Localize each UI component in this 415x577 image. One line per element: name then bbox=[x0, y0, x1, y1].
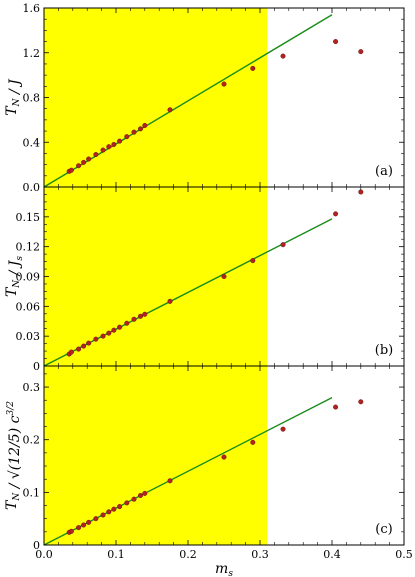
x-tick-label: 0.4 bbox=[323, 548, 341, 561]
y-tick-label: 0.09 bbox=[16, 271, 41, 284]
data-point bbox=[106, 509, 112, 515]
x-tick-label: 0.5 bbox=[395, 548, 413, 561]
data-point bbox=[111, 506, 117, 512]
x-tick-label: 0.2 bbox=[179, 548, 197, 561]
y-tick-label: 0.2 bbox=[23, 434, 41, 447]
data-point bbox=[86, 519, 92, 525]
data-point bbox=[106, 330, 112, 336]
data-point bbox=[124, 500, 130, 506]
y-tick-label: 0.0 bbox=[23, 181, 41, 194]
fit-line bbox=[43, 14, 333, 188]
x-tick-label: 0.3 bbox=[251, 548, 269, 561]
data-point bbox=[131, 129, 137, 135]
data-point bbox=[86, 156, 92, 162]
data-point bbox=[250, 65, 256, 71]
data-point bbox=[100, 333, 106, 339]
y-tick-label: 0.12 bbox=[16, 241, 41, 254]
y-tick-label: 0 bbox=[33, 539, 40, 552]
data-point bbox=[100, 512, 106, 518]
data-point bbox=[111, 141, 117, 147]
y-axis-label: TN / Js bbox=[4, 256, 25, 297]
x-tick-label: 0.0 bbox=[35, 548, 53, 561]
data-point bbox=[81, 159, 87, 165]
data-point bbox=[117, 138, 123, 144]
data-point bbox=[221, 454, 227, 460]
y-tick-label: 0 bbox=[33, 360, 40, 373]
data-point bbox=[106, 144, 112, 150]
panel-c: 0 0.1 0.2 0.3 0.0 0.1 0.2 0.3 0.4 0.5(c) TN / √(12… bbox=[4, 365, 413, 577]
data-point bbox=[81, 522, 87, 528]
panel-label: (c) bbox=[375, 522, 392, 537]
data-point bbox=[93, 516, 99, 522]
data-point bbox=[250, 439, 256, 445]
y-tick-label: 1.2 bbox=[23, 47, 41, 60]
y-tick-label: 0.06 bbox=[16, 300, 41, 313]
data-point bbox=[137, 313, 143, 319]
data-point bbox=[167, 298, 173, 304]
data-point bbox=[93, 336, 99, 342]
data-point bbox=[68, 167, 74, 173]
data-point bbox=[142, 122, 148, 128]
data-point bbox=[124, 134, 130, 140]
data-point bbox=[333, 211, 339, 217]
y-tick-label: 0.03 bbox=[16, 330, 41, 343]
panel-b: 0 0.03 0.06 0.09 0.12 0.15 (b) TN / Js bbox=[4, 186, 405, 373]
data-point bbox=[137, 126, 143, 132]
data-point bbox=[81, 343, 87, 349]
plot-frame bbox=[43, 365, 405, 546]
data-point bbox=[280, 242, 286, 248]
panel-label: (b) bbox=[375, 343, 393, 358]
fit-line bbox=[43, 396, 333, 546]
y-tick-label: 0.3 bbox=[23, 381, 41, 394]
data-point bbox=[280, 53, 286, 59]
data-point bbox=[117, 324, 123, 330]
data-point bbox=[117, 504, 123, 510]
data-point bbox=[333, 404, 339, 410]
y-tick-label: 0.4 bbox=[23, 136, 41, 149]
data-point bbox=[124, 320, 130, 326]
data-point bbox=[100, 147, 106, 153]
shaded-region bbox=[44, 366, 268, 545]
data-point bbox=[86, 340, 92, 346]
data-point bbox=[131, 316, 137, 322]
data-point bbox=[280, 426, 286, 432]
data-point bbox=[221, 81, 227, 87]
panel-a: 0.0 0.4 0.8 1.2 1.6 (a) TN / J bbox=[4, 2, 405, 194]
data-point bbox=[358, 399, 364, 405]
shaded-region bbox=[44, 8, 268, 187]
y-tick-label: 0.15 bbox=[16, 211, 41, 224]
data-point bbox=[250, 258, 256, 264]
data-point bbox=[137, 493, 143, 499]
y-tick-label: 1.6 bbox=[23, 2, 41, 15]
data-point bbox=[333, 39, 339, 45]
data-point bbox=[358, 189, 364, 195]
data-point bbox=[68, 349, 74, 355]
data-point bbox=[221, 274, 227, 280]
data-point bbox=[167, 478, 173, 484]
x-tick-label: 0.1 bbox=[107, 548, 125, 561]
y-axis-label: TN / √(12/5) c3/2 bbox=[4, 401, 23, 510]
x-axis-label: ms bbox=[215, 561, 233, 577]
data-point bbox=[111, 327, 117, 333]
panel-label: (a) bbox=[375, 164, 393, 179]
data-point bbox=[131, 496, 137, 502]
data-point bbox=[76, 525, 82, 531]
data-point bbox=[167, 107, 173, 113]
data-point bbox=[76, 163, 82, 169]
data-point bbox=[358, 49, 364, 55]
data-point bbox=[76, 346, 82, 352]
data-point bbox=[93, 152, 99, 158]
data-point bbox=[68, 528, 74, 534]
y-tick-label: 0.1 bbox=[23, 486, 41, 499]
shaded-region bbox=[44, 187, 268, 366]
y-tick-label: 0.8 bbox=[23, 92, 41, 105]
y-axis-label: TN / J bbox=[4, 78, 23, 116]
data-point bbox=[142, 490, 148, 496]
data-point bbox=[142, 311, 148, 317]
